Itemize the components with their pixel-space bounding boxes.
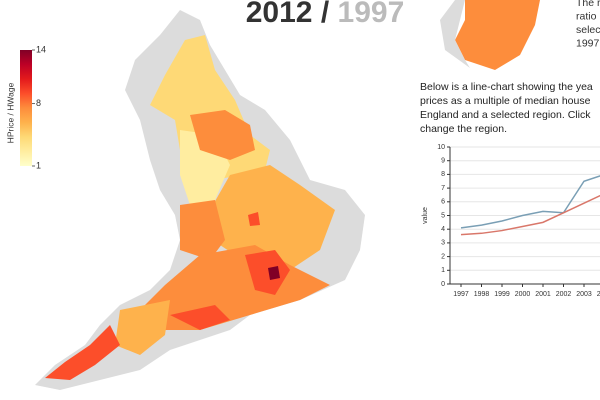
- x-tick-label: 1998: [474, 291, 490, 298]
- separator: /: [321, 0, 330, 29]
- y-tick-label: 5: [441, 212, 445, 219]
- title: 2012 / 1997: [246, 0, 405, 29]
- series-line: [460, 194, 600, 236]
- y-tick-label: 2: [441, 253, 445, 260]
- x-tick-label: 1999: [494, 291, 510, 298]
- colorbar-tick-label: 8: [36, 98, 41, 108]
- colorbar-tick-label: 1: [36, 160, 41, 170]
- region[interactable]: [248, 212, 260, 226]
- series-line: [460, 175, 600, 229]
- colorbar: 1 8 14 HPrice / HWage: [5, 44, 46, 170]
- region[interactable]: [115, 300, 170, 355]
- x-tick-label: 2004: [597, 291, 600, 298]
- year: 2012: [246, 0, 313, 29]
- y-tick-label: 3: [441, 240, 445, 247]
- colorbar-label: HPrice / HWage: [5, 82, 15, 143]
- side-line: selec: [576, 24, 600, 36]
- compare-year: 1997: [338, 0, 405, 29]
- side-line: ratio: [576, 10, 597, 22]
- description: Below is a line-chart showing the yea pri…: [420, 81, 593, 135]
- description-line: England and a selected region. Click: [420, 109, 591, 121]
- y-tick-label: 9: [441, 158, 445, 165]
- y-tick-label: 1: [441, 267, 445, 274]
- x-tick-label: 2001: [535, 291, 551, 298]
- line-chart: 0 1 2 3 4 5 6 7 8 9 10 value 1997 1998 1999 2000 2001 200…: [422, 144, 600, 298]
- map[interactable]: [35, 10, 365, 390]
- side-line: 1997: [576, 37, 600, 49]
- region[interactable]: [170, 305, 230, 330]
- region-preview-outline: [440, 0, 470, 68]
- description-line: Below is a line-chart showing the yea: [420, 81, 593, 93]
- description-line: change the region.: [420, 123, 507, 135]
- region[interactable]: [210, 165, 335, 270]
- region-preview: [455, 0, 540, 70]
- region[interactable]: [245, 250, 290, 295]
- y-tick-label: 10: [437, 144, 445, 151]
- y-tick-label: 0: [441, 281, 445, 288]
- y-tick-label: 7: [441, 185, 445, 192]
- y-tick-label: 8: [441, 171, 445, 178]
- y-tick-label: 4: [441, 226, 445, 233]
- region[interactable]: [190, 110, 255, 160]
- x-tick-label: 2003: [576, 291, 592, 298]
- region[interactable]: [180, 200, 225, 260]
- x-tick-label: 1997: [453, 291, 469, 298]
- y-axis-label: value: [422, 207, 429, 224]
- region[interactable]: [45, 325, 120, 380]
- y-tick-label: 6: [441, 199, 445, 206]
- x-tick-label: 2002: [556, 291, 572, 298]
- x-tick-label: 2000: [515, 291, 531, 298]
- colorbar-tick-label: 14: [36, 44, 46, 54]
- description-line: prices as a multiple of median house: [420, 95, 591, 107]
- region[interactable]: [268, 266, 280, 280]
- side-line: The r: [576, 0, 600, 9]
- colorbar-scale: [20, 50, 32, 166]
